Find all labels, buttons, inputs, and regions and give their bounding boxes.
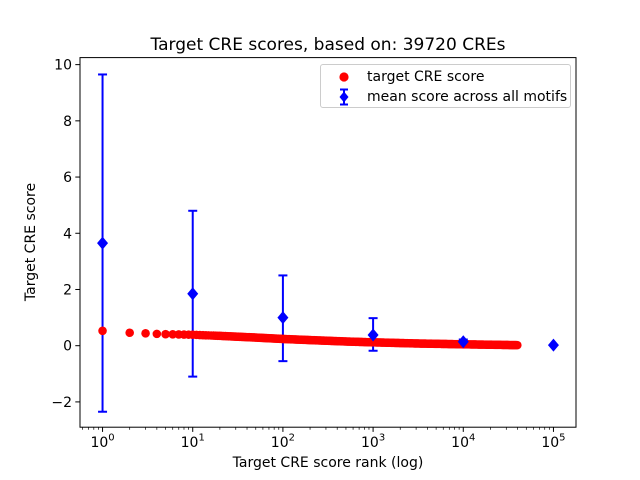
mean-score-diamonds <box>97 236 559 352</box>
y-tick-label: 8 <box>63 114 72 130</box>
y-tick-label: 10 <box>54 58 72 74</box>
x-tick-labels: 100 101 102 103 104 105 <box>90 433 565 452</box>
legend: target CRE score mean score across all m… <box>320 64 571 108</box>
legend-item-target: target CRE score <box>321 67 570 87</box>
red-circle-marker-icon <box>321 68 367 86</box>
legend-item-label: target CRE score <box>367 69 485 85</box>
blue-diamond-errorbar-marker-icon <box>321 87 367 107</box>
y-axis-label: Target CRE score <box>23 182 39 302</box>
legend-item-label: mean score across all motifs <box>367 89 568 105</box>
x-axis-label: Target CRE score rank (log) <box>232 455 424 471</box>
y-tick-label: 2 <box>63 282 72 298</box>
y-tick-label: 0 <box>63 339 72 355</box>
y-tick-label: −2 <box>51 395 72 411</box>
mean-errorbar-stems <box>98 73 468 413</box>
plot-frame <box>79 57 577 428</box>
x-tick-label: 103 <box>361 433 385 452</box>
x-tick-label: 104 <box>451 433 475 452</box>
axis-ticks <box>75 64 554 432</box>
x-tick-label: 100 <box>90 433 114 452</box>
y-tick-label: 6 <box>63 170 72 186</box>
x-tick-label: 105 <box>541 433 565 452</box>
y-tick-labels: −2 0 2 4 6 8 10 <box>51 58 72 411</box>
x-tick-label: 101 <box>181 433 205 452</box>
chart-title: Target CRE scores, based on: 39720 CREs <box>150 35 506 55</box>
x-tick-label: 102 <box>271 433 295 452</box>
legend-item-mean: mean score across all motifs <box>321 87 570 107</box>
y-tick-label: 4 <box>63 226 72 242</box>
target-score-dots <box>98 326 522 350</box>
